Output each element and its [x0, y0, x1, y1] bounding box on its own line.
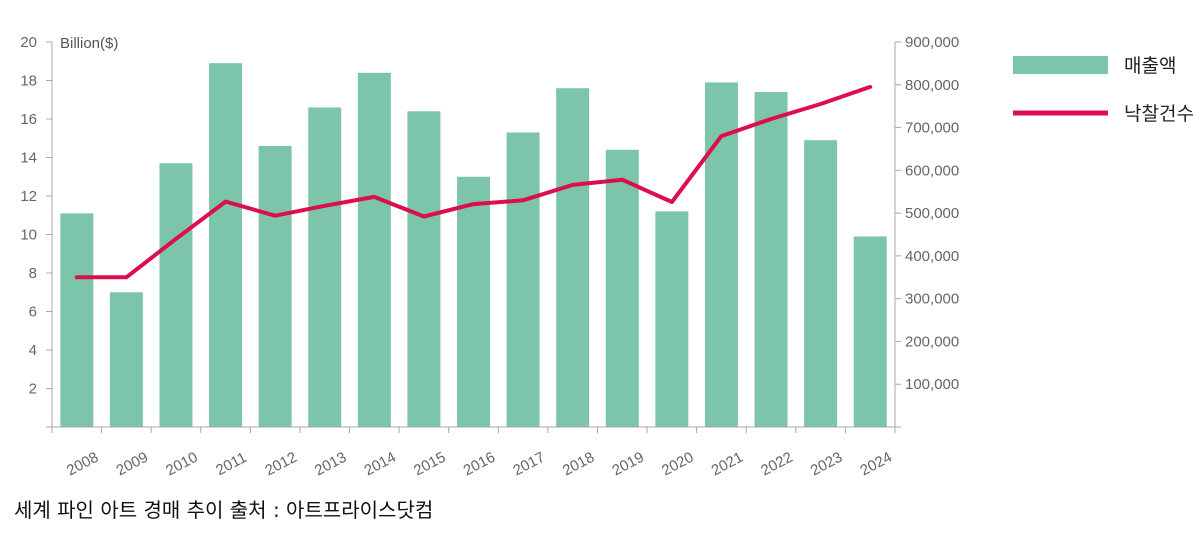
- y-left-tick-label: 8: [29, 265, 37, 282]
- y-left-tick-label: 14: [20, 150, 37, 167]
- x-tick-label-2016: 2016: [461, 449, 498, 480]
- bar-2020: [655, 211, 689, 427]
- legend-label-line: 낙찰건수: [1124, 103, 1194, 125]
- y-left-tick-label: 4: [29, 342, 37, 359]
- x-tick-label-2021: 2021: [709, 449, 746, 480]
- bar-2022: [754, 92, 788, 428]
- bar-2017: [506, 132, 540, 427]
- x-tick-label-2015: 2015: [411, 449, 448, 480]
- bar-2013: [308, 107, 342, 427]
- y-right-tick-label: 600,000: [905, 162, 959, 179]
- bar-2009: [109, 292, 143, 427]
- y-right-tick-label: 700,000: [905, 120, 959, 137]
- chart-caption: 세계 파인 아트 경매 추이 출처 : 아트프라이스닷컴: [14, 498, 434, 522]
- x-tick-label-2018: 2018: [560, 449, 597, 480]
- bar-2010: [159, 163, 193, 427]
- y-left-tick-label: 10: [20, 227, 37, 244]
- bar-2016: [457, 176, 490, 427]
- x-tick-label-2009: 2009: [114, 449, 151, 480]
- y-right-tick-label: 100,000: [905, 376, 959, 393]
- y-right-tick-label: 900,000: [905, 34, 959, 51]
- y-left-tick-label: 6: [29, 304, 37, 321]
- y-left-tick-label: 16: [20, 111, 37, 128]
- x-tick-label-2013: 2013: [312, 449, 349, 480]
- y-left-tick-label: 18: [20, 73, 37, 90]
- bar-2012: [258, 145, 292, 427]
- y-right-tick-label: 300,000: [905, 291, 959, 308]
- y-right-tick-label: 200,000: [905, 333, 959, 350]
- x-tick-label-2017: 2017: [510, 449, 547, 480]
- bar-2023: [804, 140, 838, 428]
- bar-2024: [853, 236, 887, 427]
- bar-2008: [60, 213, 94, 427]
- y-right-tick-label: 800,000: [905, 77, 959, 94]
- bars-group: [60, 63, 887, 428]
- x-tick-label-2019: 2019: [609, 449, 646, 480]
- bar-2018: [556, 88, 590, 427]
- y-left-tick-label: 20: [20, 34, 37, 51]
- x-tick-label-2020: 2020: [659, 449, 696, 480]
- y-left-tick-label: 12: [20, 188, 37, 205]
- line-group: [74, 84, 873, 280]
- y-left-tick-label: 2: [29, 381, 37, 398]
- x-tick-label-2014: 2014: [361, 449, 398, 480]
- y-right-tick-label: 500,000: [905, 205, 959, 222]
- legend-label-bar: 매출액: [1124, 55, 1176, 77]
- x-tick-label-2010: 2010: [163, 449, 200, 480]
- x-tick-label-2011: 2011: [213, 449, 249, 479]
- bar-2011: [209, 63, 243, 428]
- x-tick-label-2008: 2008: [64, 449, 101, 480]
- legend-swatch-bar: [1013, 56, 1108, 74]
- bar-2019: [605, 149, 639, 428]
- y-right-tick-label: 400,000: [905, 248, 959, 265]
- x-tick-label-2024: 2024: [857, 449, 894, 480]
- bar-2021: [704, 82, 738, 428]
- x-tick-label-2023: 2023: [808, 449, 845, 480]
- x-tick-label-2012: 2012: [262, 449, 299, 480]
- y-left-unit-label: Billion($): [60, 35, 118, 52]
- bar-2015: [407, 111, 441, 428]
- x-tick-label-2022: 2022: [758, 449, 795, 480]
- bar-2014: [357, 72, 391, 428]
